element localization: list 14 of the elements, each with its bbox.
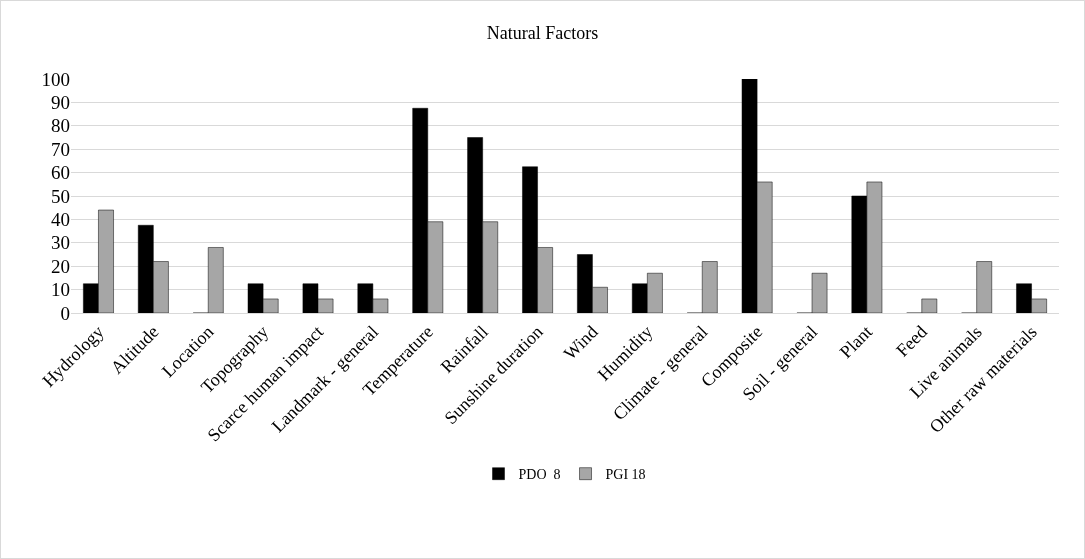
y-tick-label: 10 <box>51 279 70 301</box>
y-tick-label: 70 <box>51 138 70 160</box>
y-tick-label: 50 <box>51 185 70 207</box>
y-tick-label: 100 <box>41 68 70 90</box>
y-tick-label: 40 <box>51 209 70 231</box>
legend-label: PGI 18 <box>605 467 646 483</box>
y-tick-label: 30 <box>51 232 70 254</box>
y-tick-label: 60 <box>51 162 70 184</box>
y-tick-label: 90 <box>51 92 70 114</box>
y-tick-label: 20 <box>51 255 70 277</box>
y-tick-label: 0 <box>60 302 70 324</box>
chart-title: Natural Factors <box>486 22 599 43</box>
y-tick-label: 80 <box>51 115 70 137</box>
legend-label: PDO 8 <box>518 467 561 483</box>
